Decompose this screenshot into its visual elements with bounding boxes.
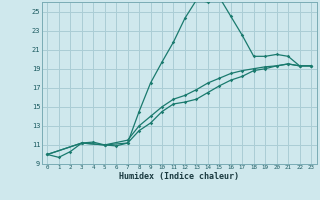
X-axis label: Humidex (Indice chaleur): Humidex (Indice chaleur) — [119, 172, 239, 181]
